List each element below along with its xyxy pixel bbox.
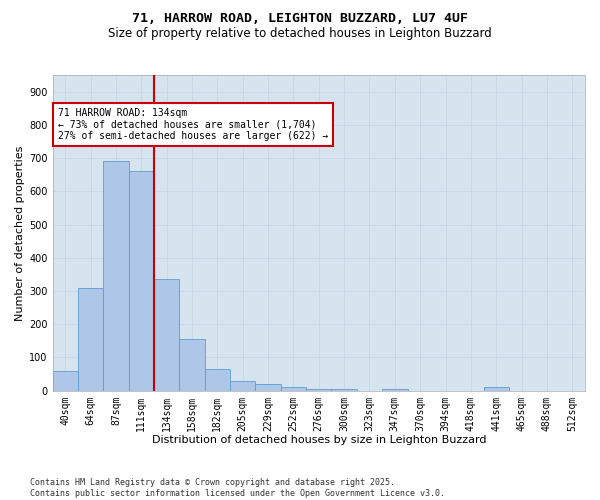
Bar: [331, 389, 357, 390]
Bar: [179, 339, 205, 390]
Bar: [53, 371, 78, 390]
Bar: [484, 388, 509, 390]
Text: Size of property relative to detached houses in Leighton Buzzard: Size of property relative to detached ho…: [108, 28, 492, 40]
Bar: [306, 389, 331, 390]
Bar: [154, 280, 179, 390]
Bar: [78, 288, 103, 391]
X-axis label: Distribution of detached houses by size in Leighton Buzzard: Distribution of detached houses by size …: [152, 435, 486, 445]
Text: Contains HM Land Registry data © Crown copyright and database right 2025.
Contai: Contains HM Land Registry data © Crown c…: [30, 478, 445, 498]
Y-axis label: Number of detached properties: Number of detached properties: [15, 145, 25, 320]
Bar: [281, 388, 306, 390]
Bar: [103, 162, 128, 390]
Text: 71 HARROW ROAD: 134sqm
← 73% of detached houses are smaller (1,704)
27% of semi-: 71 HARROW ROAD: 134sqm ← 73% of detached…: [58, 108, 328, 142]
Bar: [230, 381, 256, 390]
Text: 71, HARROW ROAD, LEIGHTON BUZZARD, LU7 4UF: 71, HARROW ROAD, LEIGHTON BUZZARD, LU7 4…: [132, 12, 468, 26]
Bar: [256, 384, 281, 390]
Bar: [128, 172, 154, 390]
Bar: [205, 369, 230, 390]
Bar: [382, 389, 407, 390]
